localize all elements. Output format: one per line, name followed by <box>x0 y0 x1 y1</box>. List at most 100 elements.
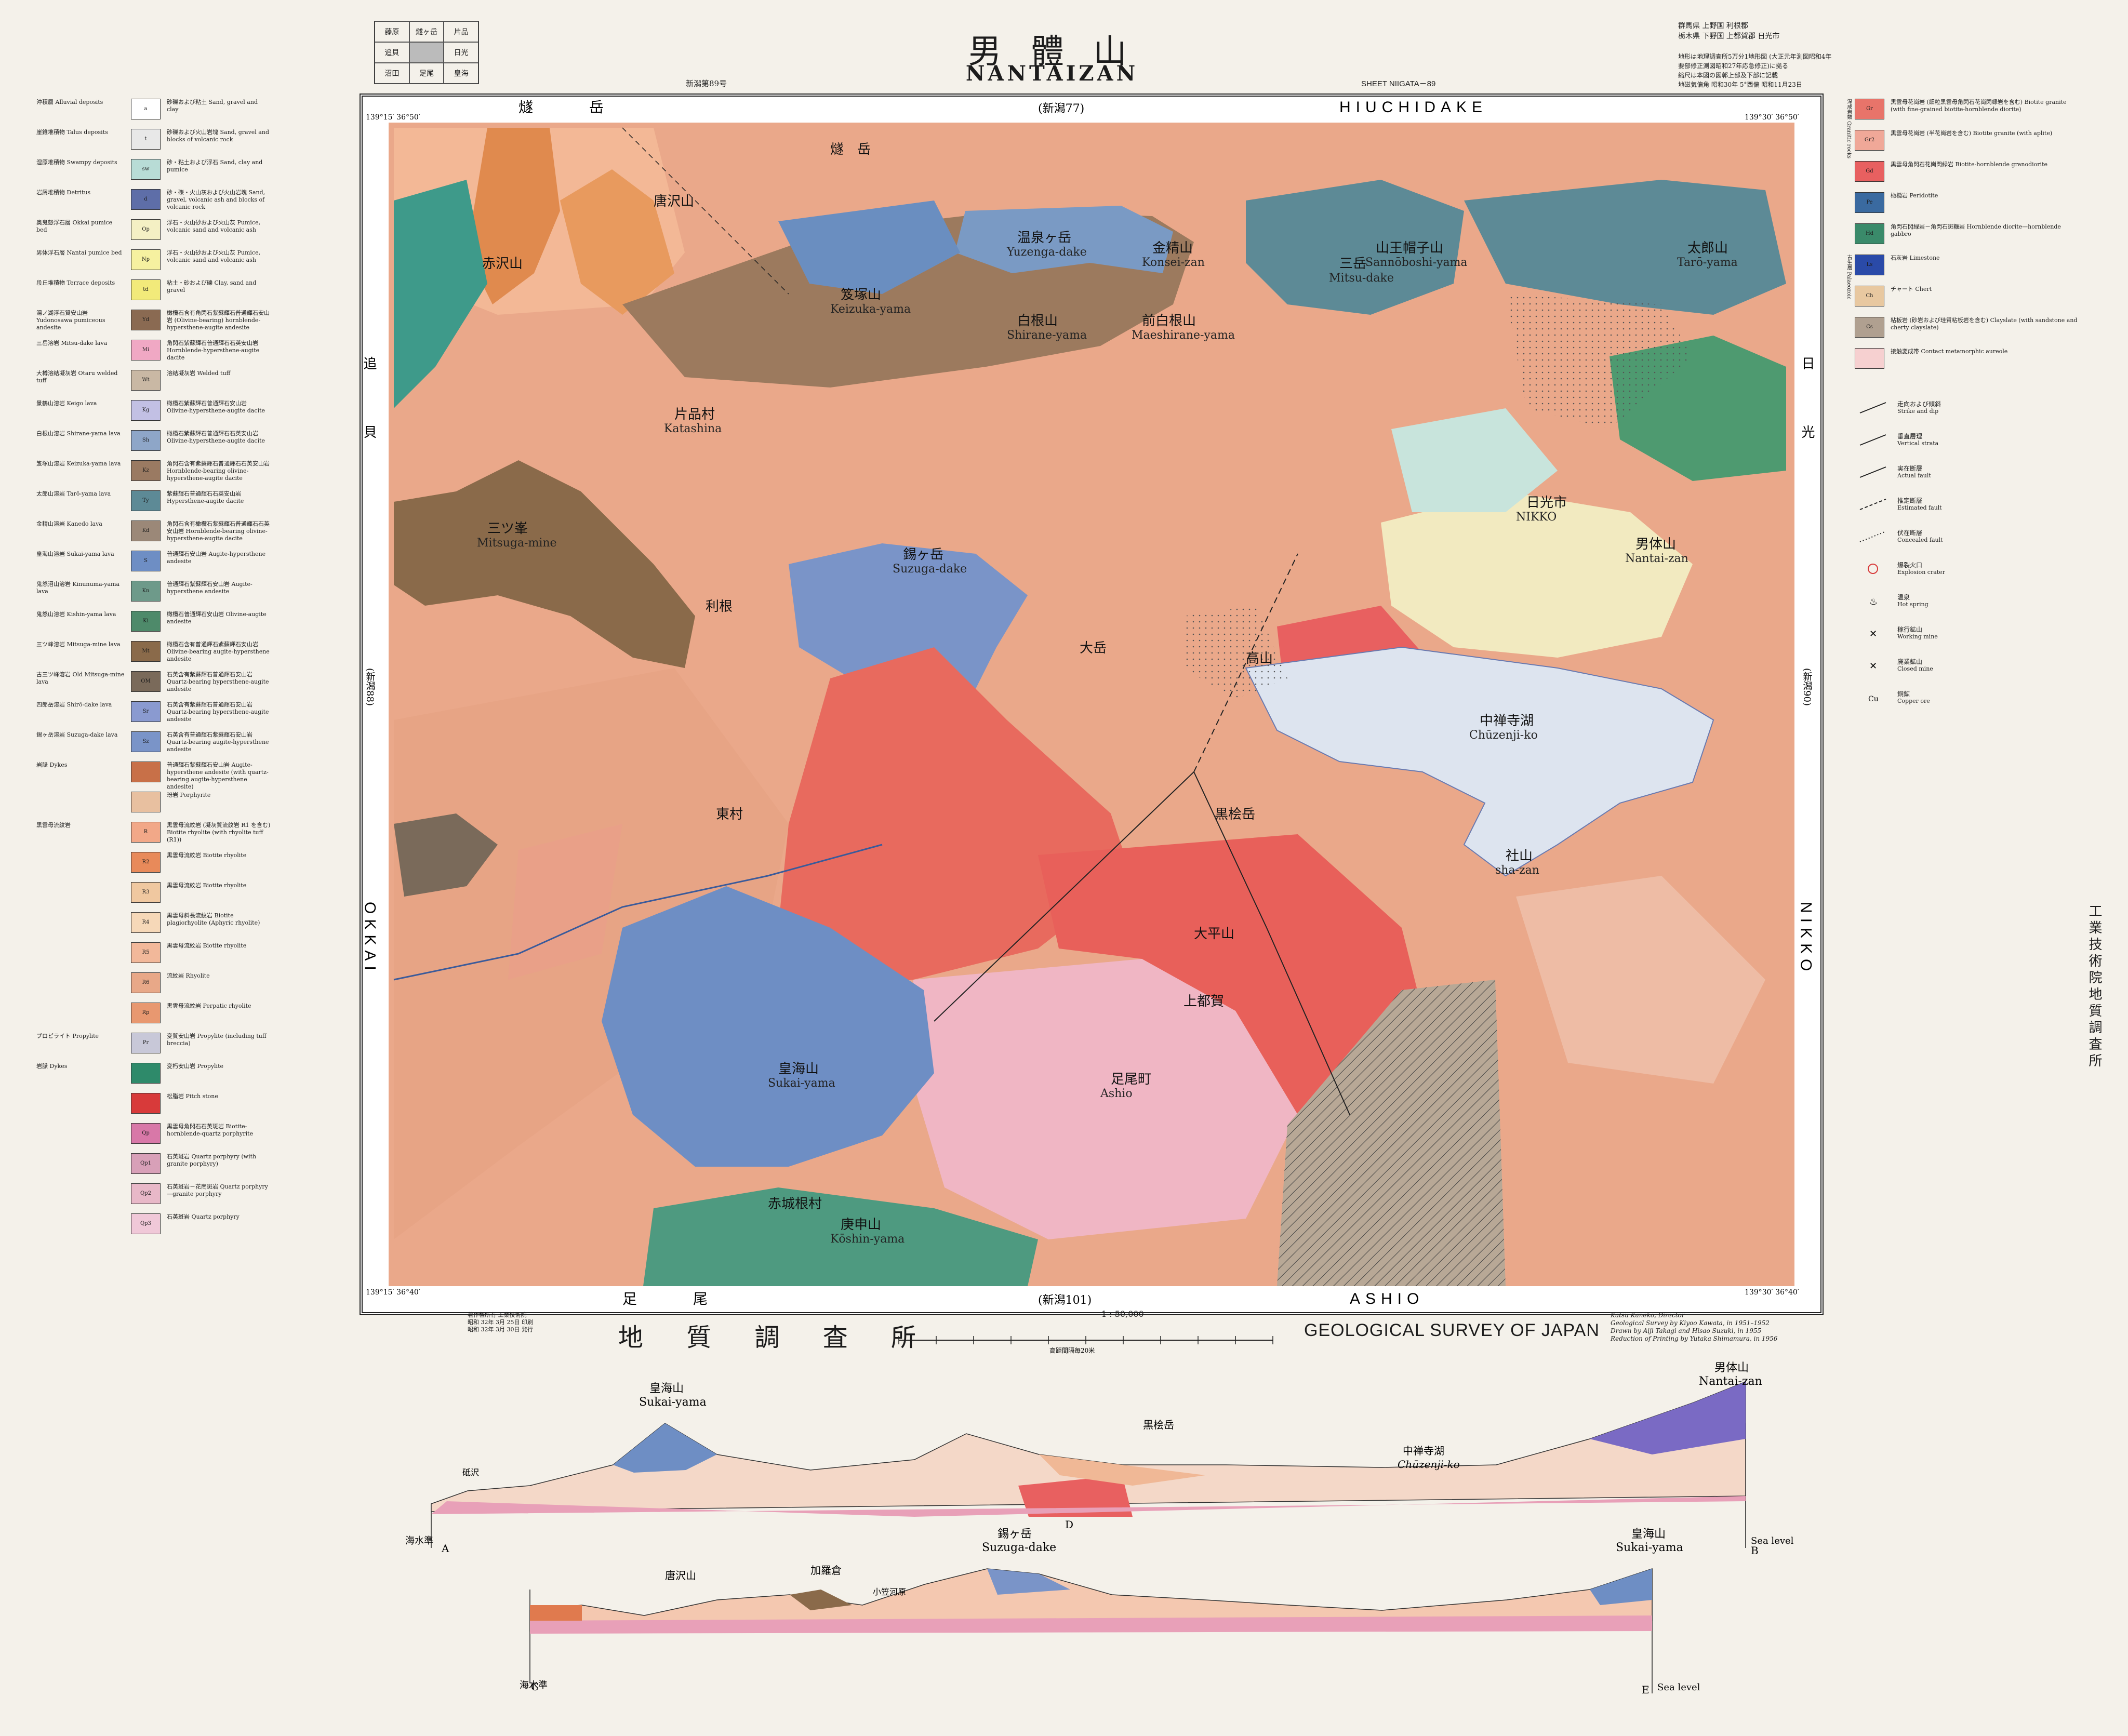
geologic-map[interactable]: 燧 岳 (新潟77) HIUCHIDAKE 足 尾 (新潟101) ASHIO … <box>360 94 1824 1315</box>
place-label-jp: 山王帽子山 <box>1376 241 1443 256</box>
legend-row: 接触変成帯 Contact metamorphic aureole <box>1824 348 2078 369</box>
legend-unit-name: 太郎山溶岩 Tarō-yama lava <box>36 490 111 497</box>
legend-swatch: Kz <box>131 460 161 481</box>
edge-right-sheet: (新潟90) <box>1802 668 1813 706</box>
legend-row: R5 黒雲母流紋岩 Biotite rhyolite <box>36 942 271 963</box>
legend-unit-name: 湿原堆積物 Swampy deposits <box>36 159 117 166</box>
legend-row: 松脂岩 Pitch stone <box>36 1093 271 1114</box>
place-label-en: Konsei-zan <box>1142 256 1205 269</box>
map-canvas[interactable]: 燧 岳 (新潟77) HIUCHIDAKE 足 尾 (新潟101) ASHIO … <box>363 97 1820 1312</box>
place-label-jp: 大平山 <box>1194 926 1234 942</box>
section-label: D <box>1065 1518 1073 1531</box>
credits-left: 著作権所有 工業技術院 昭和 32年 3月 25日 印刷 昭和 32年 3月 3… <box>468 1312 603 1333</box>
edge-right-jp: 日 光 <box>1799 356 1815 459</box>
place-label-jp: 片品村 <box>674 407 715 422</box>
legend-unit-name: 男体浮石層 Nantai pumice bed <box>36 249 122 256</box>
legend-swatch: OM <box>131 671 161 692</box>
legend-swatch <box>131 792 161 812</box>
legend-unit-desc: 浮石・火山砂および火山灰 Pumice, volcanic sand and v… <box>167 249 261 263</box>
legend-symbol-label: 温泉 Hot spring <box>1897 594 1928 608</box>
legend-row: Pe 橄欖岩 Peridotite <box>1824 192 2078 213</box>
place-label-jp: 大岳 <box>1080 640 1107 656</box>
section-label: E <box>1642 1684 1650 1696</box>
sheet-number-jp: 新潟第89号 <box>686 79 727 88</box>
legend-swatch <box>1855 348 1884 369</box>
river <box>393 844 883 981</box>
legend-row: 三ツ峰溶岩 Mitsuga-mine lava Mt 橄欖石含有普通輝石紫蘇輝石安山… <box>36 641 271 663</box>
section-peak: Nantai-zan <box>1699 1375 1762 1388</box>
unit-r3 <box>508 824 622 980</box>
scale-note: 高距間隔毎20米 <box>1049 1346 1095 1354</box>
place-label-jp: 庚申山 <box>841 1217 881 1233</box>
legend-unit-desc: 石灰岩 Limestone <box>1891 255 1940 261</box>
index-cell: 片品 <box>444 21 478 42</box>
legend-swatch: Ch <box>1855 286 1884 306</box>
legend-symbol-label: 伏在断層 Concealed fault <box>1897 529 1943 543</box>
sea-level-jp: 海水準 <box>405 1535 433 1546</box>
legend-symbol-row: 伏在断層 Concealed fault <box>1855 529 1943 544</box>
legend-unit-desc: 石英斑岩 Quartz porphyry (with granite porph… <box>167 1153 257 1167</box>
edge-left-jp: 追 貝 <box>363 356 377 459</box>
place-label-en: Kōshin-yama <box>830 1233 905 1246</box>
legend-row: 錫ヶ岳溶岩 Suzuga-dake lava Sz 石英含有普通輝石紫蘇輝石安山岩 … <box>36 731 271 753</box>
legend-row: R6 流紋岩 Rhyolite <box>36 972 271 993</box>
legend-row: 湯ノ湖浮石質安山岩 Yudonosawa pumiceous andesite Y… <box>36 310 271 331</box>
map-symbol-icon: ✕ <box>1869 661 1877 672</box>
map-title-en: NANTAIZAN <box>965 61 1139 86</box>
index-map-grid: 藤原 燧ヶ岳 片品 追貝 日光 沼田 足尾 皇海 <box>374 21 479 84</box>
legend-symbol-row: 垂直層理 Vertical strata <box>1855 432 1938 448</box>
fault-line <box>1193 771 1267 928</box>
edge-top-jp: 燧 岳 <box>518 99 624 116</box>
legend-unit-desc: 黒雲母角閃石石英斑岩 Biotite-hornblende-quartz por… <box>167 1123 254 1137</box>
corner-tl: 139°15′ 36°50′ <box>366 113 420 122</box>
place-label-jp: 白根山 <box>1017 313 1058 329</box>
unit-r1-se <box>1516 876 1765 1084</box>
legend-row: 景鶴山溶岩 Keigo lava Kg 橄欖石紫蘇輝石普通輝石安山岩 Olivine… <box>36 400 271 421</box>
header-note: 地磁気偏角 昭和30年 5°西偏 昭和11月23日 <box>1678 81 1802 88</box>
legend-unit-desc: 玢岩 Porphyrite <box>167 792 211 798</box>
legend-unit-desc: 接触変成帯 Contact metamorphic aureole <box>1891 348 2008 355</box>
legend-unit-desc: 普通輝石紫蘇輝石安山岩 Augite-hypersthene andesite … <box>167 762 269 790</box>
place-label-en: Suzuga-dake <box>893 563 967 576</box>
unit-clayslate-hatch <box>1277 980 1506 1286</box>
legend-row: 岩脈 Dykes 普通輝石紫蘇輝石安山岩 Augite-hypersthene a… <box>36 762 271 791</box>
cross-sections: A B 海水準 Sea level 皇海山 Sukai-yama 黒桧岳 中禅寺… <box>405 1361 1794 1696</box>
legend-swatch: R5 <box>131 942 161 963</box>
legend-swatch: Cs <box>1855 317 1884 338</box>
legend-symbol-label: 銅鉱 Copper ore <box>1897 690 1930 704</box>
unit-nantai-pumice <box>1381 491 1693 658</box>
legend-symbol-row: 推定断層 Estimated fault <box>1855 497 1942 512</box>
unit-suzuga-n <box>778 201 960 294</box>
legend-unit-desc: 角閃石含有紫蘇輝石普通輝石石英安山岩 Hornblende-bearing ol… <box>167 460 270 482</box>
legend-unit-name: 崖錐堆積物 Talus deposits <box>36 129 108 136</box>
legend-unit-name: 岩屑堆積物 Detritus <box>36 189 91 196</box>
edge-bottom-en: ASHIO <box>1350 1290 1424 1307</box>
credits-right: Katsu Kaneko, Director Geological Survey… <box>1611 1312 1818 1343</box>
legend-unit-desc: 角閃石含有橄欖石紫蘇輝石普通輝石石英安山岩 Hornblende-bearing… <box>167 520 270 542</box>
legend-group-name: 古生層 Palaeozoic <box>1846 255 1852 300</box>
index-cell: 燧ヶ岳 <box>409 21 444 42</box>
legend-row: 鬼怒沼山溶岩 Kinunuma-yama lava Kn 普通輝石紫蘇輝石安山岩 A… <box>36 581 271 602</box>
legend-swatch: Np <box>131 249 161 270</box>
svg-text:✕: ✕ <box>1869 629 1877 639</box>
legend-unit-desc: 粘土・砂および礫 Clay, sand and gravel <box>167 279 257 293</box>
section-label: C <box>531 1680 539 1693</box>
legend-unit-desc: 粘板岩 (砂岩および珪質粘板岩を含む) Clayslate (with sand… <box>1891 317 2078 331</box>
fault-line <box>1266 927 1350 1115</box>
corner-tr: 139°30′ 36°50′ <box>1745 113 1799 122</box>
legend-swatch: td <box>131 279 161 300</box>
legend-swatch: Qp <box>131 1123 161 1144</box>
legend-unit-desc: 溶結凝灰岩 Welded tuff <box>167 370 231 377</box>
scale-bar: 高距間隔毎20米 <box>898 1336 1273 1354</box>
legend-unit-desc: 橄欖石紫蘇輝石普通輝石安山岩 Olivine-hypersthene-augit… <box>167 400 265 414</box>
legend-row: Gd 黒雲母角閃石花崗閃緑岩 Biotite-hornblende granodi… <box>1824 161 2078 182</box>
map-symbol-icon <box>1859 466 1886 478</box>
legend-swatch: Kn <box>131 581 161 602</box>
legend-row: Qp1 石英斑岩 Quartz porphyry (with granite po… <box>36 1153 271 1174</box>
unit-talus <box>1506 294 1693 429</box>
sea-level-en: Sea level <box>1657 1682 1700 1693</box>
unit-r2-nw <box>467 128 560 304</box>
legend-row: 岩屑堆積物 Detritus d 砂・礫・火山灰および火山岩塊 Sand, grav… <box>36 189 271 211</box>
legend-swatch: Sz <box>131 731 161 752</box>
